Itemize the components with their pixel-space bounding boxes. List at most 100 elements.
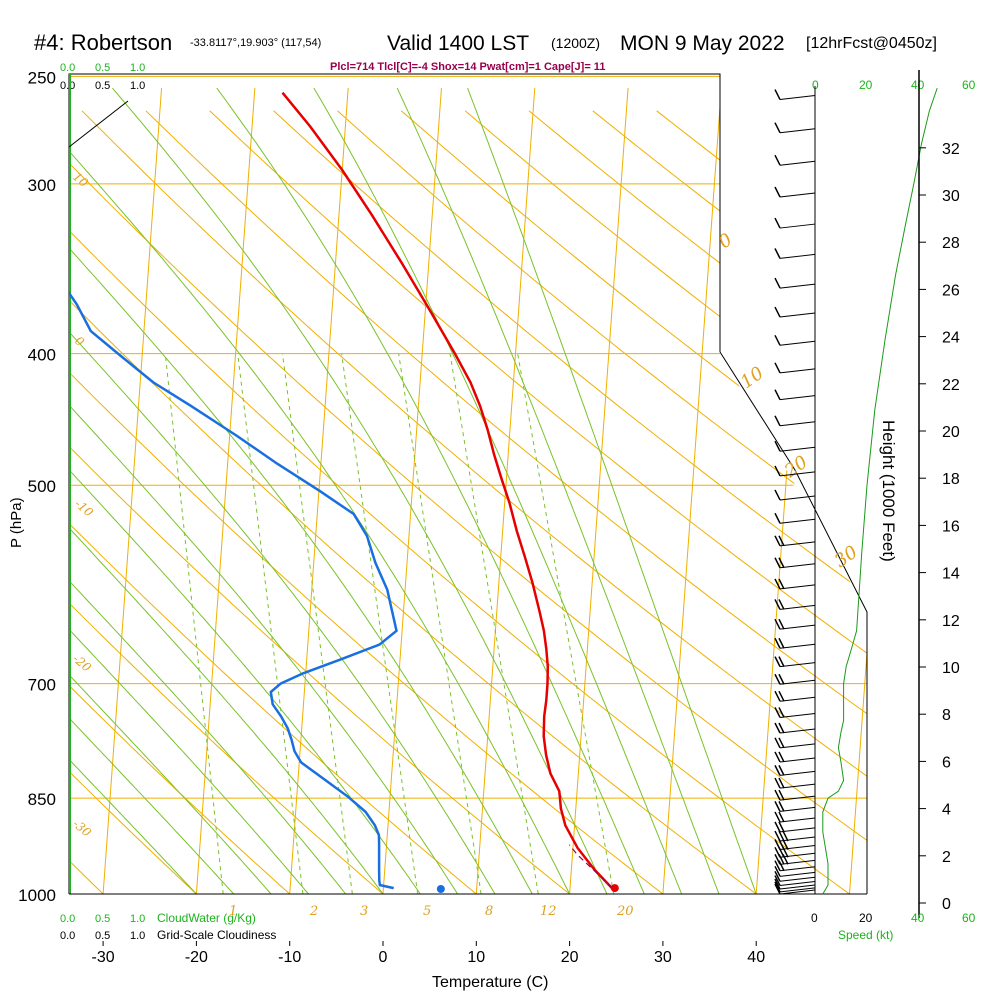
mixing-ratio-5: [341, 353, 419, 894]
moist-label-2: 20: [780, 452, 812, 483]
isotherm--30: [102, 88, 163, 894]
wind-barb: [774, 846, 816, 858]
wind-barbs: [774, 89, 816, 895]
pressure-tick-label: 850: [28, 790, 56, 809]
wind-barb: [774, 821, 816, 833]
moist-adiabat-16: [69, 87, 533, 894]
dry-adiabat-50: [69, 110, 850, 894]
dry-adiabat-labels: -30 -20 -10 0 10: [70, 170, 96, 840]
plot-frame: [68, 73, 721, 894]
mix-label-1: 1: [229, 904, 237, 919]
right-slant-boundary: [719, 351, 868, 894]
wind-barb: [774, 637, 816, 649]
stability-indices: Plcl=714 Tlcl[C]=-4 Shox=14 Pwat[cm]=1 C…: [330, 61, 605, 73]
height-tick-label: 8: [942, 707, 951, 724]
dry-adiabat-80: [145, 110, 867, 894]
height-tick-label: 6: [942, 754, 951, 771]
wind-barb: [774, 618, 816, 630]
wind-barb: [774, 465, 816, 477]
mixing-ratio-12: [449, 353, 539, 894]
temp-tick-label: 10: [467, 949, 485, 966]
dry-adiabat-lines: [69, 110, 1000, 894]
moist-label-1: 10: [737, 363, 768, 393]
surface-temperature-dot: [610, 884, 619, 893]
moist-adiabat-20: [69, 87, 571, 894]
dry-adiabat-40: [69, 110, 757, 894]
parcel-line: [568, 844, 613, 889]
height-tick-label: 16: [942, 518, 960, 535]
speed-label: Speed (kt): [838, 928, 893, 942]
height-tick-label: 0: [942, 896, 951, 913]
speed-bottom-scale: 0 20 40 60 Speed (kt): [811, 911, 976, 942]
isotherm-0: [382, 88, 442, 894]
dry-label-0: 0: [72, 334, 87, 350]
temp-tick-label: -10: [278, 949, 301, 966]
speed-top-tick-0: 0: [812, 78, 819, 92]
wind-barb: [774, 599, 816, 610]
wind-barb: [774, 737, 816, 749]
dry-adiabat-130: [464, 110, 867, 894]
dry-adiabat-120: [400, 110, 867, 894]
wind-barb: [774, 777, 816, 789]
cw-top-tick-1: 0.5: [95, 62, 110, 74]
moist-label-3: 30: [831, 542, 862, 572]
temp-tick-label: -30: [92, 949, 115, 966]
height-tick-label: 2: [942, 849, 951, 866]
dry-adiabat-200: [912, 111, 1000, 894]
moist-adiabat-28: [216, 87, 645, 894]
wind-barb: [774, 122, 816, 134]
dewpoint-line: [69, 93, 398, 890]
mixing-ratio-labels: 1 2 3 5 8 12 20: [229, 904, 634, 919]
height-tick-label: 12: [942, 613, 960, 630]
cl-top-tick-2: 1.0: [130, 80, 145, 92]
moist-adiabat-12: [69, 87, 496, 894]
dry-label-neg20: -20: [70, 652, 94, 675]
wind-barb: [774, 673, 816, 685]
height-tick-label: 22: [942, 377, 960, 394]
forecast-date: MON 9 May 2022: [620, 32, 785, 55]
wind-barb: [774, 878, 816, 890]
temperature-line: [281, 91, 613, 889]
speed-top-tick-2: 40: [911, 78, 925, 92]
moist-adiabat--16: [69, 87, 235, 894]
wind-barb: [774, 362, 816, 374]
dry-adiabat-0: [69, 110, 384, 894]
wind-barb: [774, 881, 816, 893]
height-tick-label: 28: [942, 235, 960, 252]
wind-barb: [774, 557, 816, 569]
station-coords: -33.8117°,19.903° (117,54): [190, 37, 321, 49]
mixing-ratio-8: [398, 353, 482, 894]
cw-bot-tick-1: 0.5: [95, 913, 110, 925]
speed-top-scale: 0 20 40 60: [812, 78, 976, 92]
moist-adiabat-8: [69, 87, 459, 894]
sounding-profiles: [69, 91, 619, 893]
station-title: #4: Robertson: [34, 30, 172, 55]
surface-dewpoint-dot: [436, 885, 445, 893]
cl-bot-tick-0: 0.0: [60, 930, 75, 942]
wind-barb: [774, 154, 816, 166]
pressure-tick-label: 500: [28, 477, 56, 496]
height-tick-label: 18: [942, 471, 960, 488]
cw-bot-tick-2: 1.0: [130, 913, 145, 925]
wind-barb: [774, 89, 816, 101]
mix-label-3: 3: [360, 904, 368, 919]
dry-adiabat-70: [81, 110, 867, 894]
cw-bot-tick-0: 0.0: [60, 913, 75, 925]
mix-label-5: 5: [423, 904, 431, 919]
top-left-diagonal: [68, 100, 129, 148]
height-tick-label: 14: [942, 566, 960, 583]
dry-adiabat-10: [69, 110, 477, 894]
dry-label-neg30: -30: [70, 817, 94, 840]
cl-bot-tick-2: 1.0: [130, 930, 145, 942]
pressure-axis: 250 300 400 500 700 850 1000: [18, 68, 56, 905]
wind-barb: [774, 765, 816, 776]
moist-adiabat-40: [467, 87, 757, 894]
wind-barb: [774, 751, 816, 763]
moist-label-0: 0: [715, 229, 736, 253]
wind-barb: [774, 883, 816, 895]
temp-tick-label: 20: [561, 949, 579, 966]
pressure-tick-label: 400: [28, 346, 56, 365]
wind-speed-profile: [822, 87, 938, 895]
dry-label-neg10: -10: [72, 497, 96, 520]
